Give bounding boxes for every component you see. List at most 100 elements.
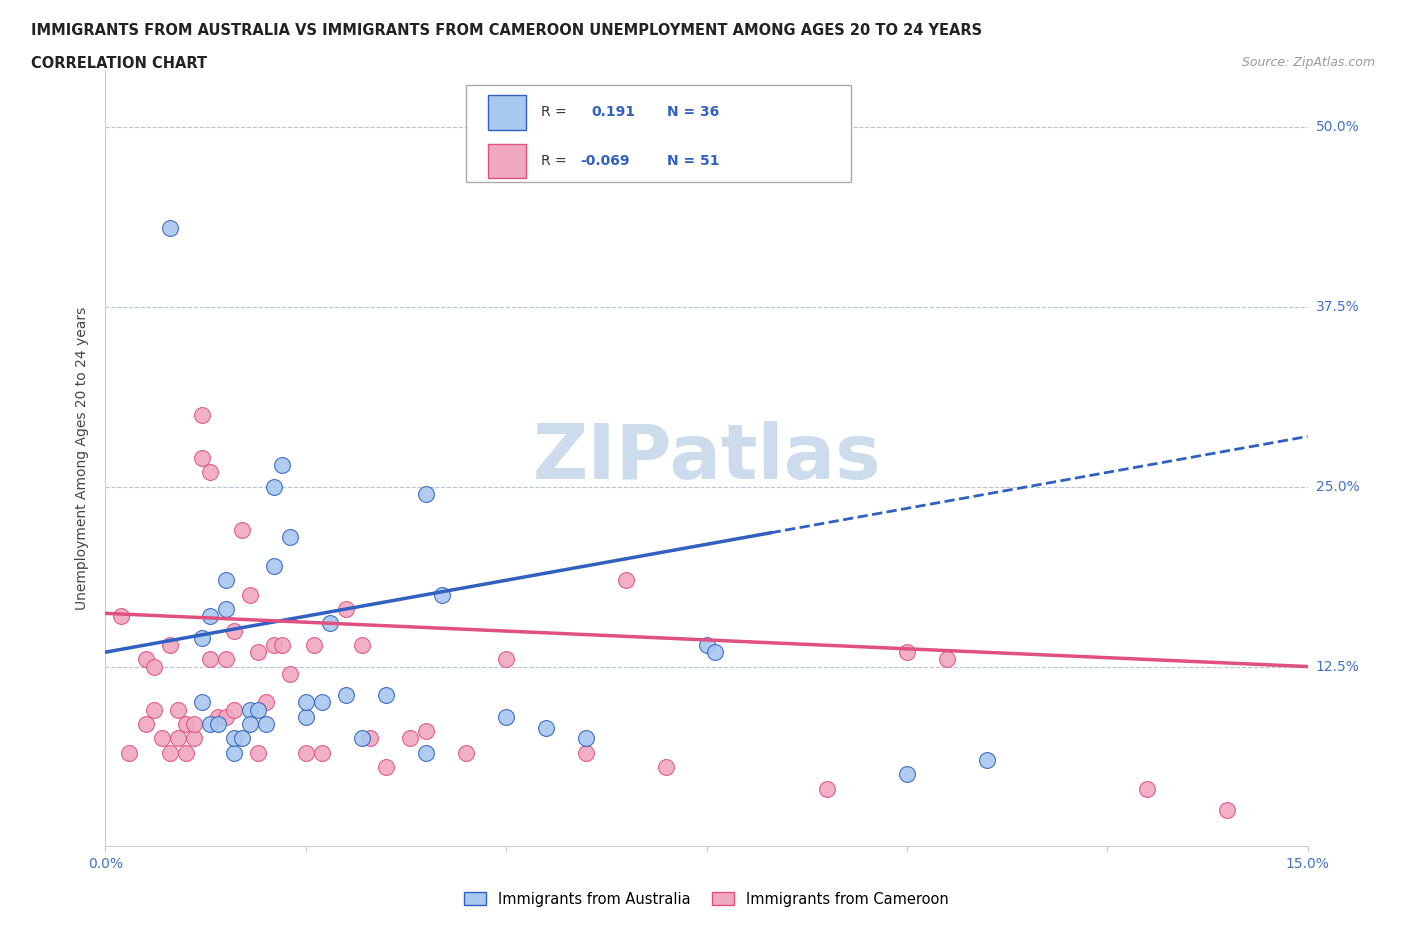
Point (936, 652, 959, 667)
Point (1216, 803, 1239, 817)
Point (295, 695, 318, 710)
Point (214, 602, 236, 617)
Point (183, 717, 205, 732)
Point (976, 752, 998, 767)
Point (295, 710, 318, 724)
Point (142, 659, 165, 674)
Point (399, 731, 422, 746)
Point (896, 767, 918, 782)
Text: 50.0%: 50.0% (1316, 120, 1360, 134)
Text: CORRELATION CHART: CORRELATION CHART (31, 56, 207, 71)
Text: 0.191: 0.191 (591, 105, 636, 119)
Point (319, 616, 342, 631)
Text: 37.5%: 37.5% (1316, 300, 1360, 314)
Point (575, 745, 598, 760)
Point (166, 702, 188, 717)
Point (198, 717, 221, 732)
Point (495, 710, 517, 724)
Point (214, 710, 236, 724)
Point (335, 602, 357, 617)
Point (495, 652, 517, 667)
Point (374, 760, 398, 775)
Point (159, 638, 181, 653)
Point (534, 721, 557, 736)
Point (616, 573, 638, 588)
Point (270, 458, 292, 472)
Point (703, 644, 725, 659)
Point (254, 695, 277, 710)
Point (198, 465, 221, 480)
Point (190, 695, 212, 710)
Point (254, 717, 277, 732)
Point (575, 731, 598, 746)
Point (159, 220, 181, 235)
Point (222, 623, 245, 638)
Point (231, 731, 253, 746)
Point (118, 745, 141, 760)
Point (278, 666, 301, 681)
Point (815, 781, 838, 796)
Text: IMMIGRANTS FROM AUSTRALIA VS IMMIGRANTS FROM CAMEROON UNEMPLOYMENT AMONG AGES 20: IMMIGRANTS FROM AUSTRALIA VS IMMIGRANTS … (31, 23, 981, 38)
Point (150, 731, 173, 746)
Point (263, 479, 285, 494)
Text: 25.0%: 25.0% (1316, 480, 1360, 494)
Text: Source: ZipAtlas.com: Source: ZipAtlas.com (1241, 56, 1375, 69)
Point (222, 702, 245, 717)
Point (302, 638, 325, 653)
Point (135, 717, 157, 732)
Point (207, 710, 229, 724)
Point (655, 760, 678, 775)
Point (222, 731, 245, 746)
Text: R =: R = (541, 105, 571, 119)
Point (214, 652, 236, 667)
Point (198, 609, 221, 624)
Point (142, 702, 165, 717)
Text: N = 51: N = 51 (666, 154, 720, 168)
Point (696, 638, 718, 653)
Point (1136, 781, 1159, 796)
Text: 12.5%: 12.5% (1316, 659, 1360, 673)
Point (415, 745, 437, 760)
Y-axis label: Unemployment Among Ages 20 to 24 years: Unemployment Among Ages 20 to 24 years (76, 306, 90, 610)
Point (214, 573, 236, 588)
Text: R =: R = (541, 154, 571, 168)
Point (166, 731, 188, 746)
Point (263, 558, 285, 573)
Legend: Immigrants from Australia, Immigrants from Cameroon: Immigrants from Australia, Immigrants fr… (458, 886, 955, 912)
Point (430, 587, 453, 602)
Point (246, 644, 269, 659)
Point (896, 644, 918, 659)
Point (222, 745, 245, 760)
Point (159, 745, 181, 760)
Point (311, 745, 333, 760)
Point (374, 688, 398, 703)
Point (239, 717, 262, 732)
Point (207, 717, 229, 732)
Point (415, 486, 437, 501)
Point (311, 695, 333, 710)
FancyBboxPatch shape (488, 95, 526, 130)
Point (246, 702, 269, 717)
Point (335, 688, 357, 703)
Point (415, 724, 437, 738)
Point (454, 745, 477, 760)
FancyBboxPatch shape (465, 86, 851, 182)
Point (350, 638, 373, 653)
Point (239, 702, 262, 717)
Point (190, 407, 212, 422)
Point (183, 731, 205, 746)
Point (263, 638, 285, 653)
Point (270, 638, 292, 653)
Point (350, 731, 373, 746)
Point (174, 717, 197, 732)
Point (359, 731, 381, 746)
Point (110, 609, 132, 624)
Text: ZIPatlas: ZIPatlas (533, 421, 880, 495)
FancyBboxPatch shape (488, 143, 526, 179)
Point (135, 652, 157, 667)
Point (190, 451, 212, 466)
Point (295, 745, 318, 760)
Text: -0.069: -0.069 (581, 154, 630, 168)
Point (246, 745, 269, 760)
Point (198, 652, 221, 667)
